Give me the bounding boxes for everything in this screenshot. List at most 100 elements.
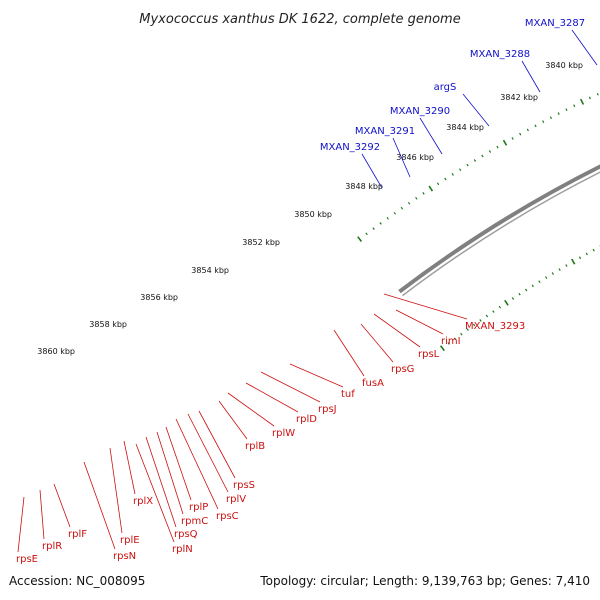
- leader-inner: [39, 489, 45, 540]
- outer-tick: [357, 236, 363, 242]
- outer-tick: [526, 128, 529, 132]
- leader-outer: [571, 29, 598, 66]
- inner-tick: [460, 332, 463, 336]
- leader-inner: [198, 410, 236, 479]
- outer-tick: [565, 108, 568, 111]
- gene-label-outer: MXAN_3292: [320, 142, 380, 153]
- leader-inner: [187, 413, 229, 493]
- gene-label-inner: rplP: [189, 502, 208, 513]
- kbp-label: 3860 kbp: [37, 347, 75, 356]
- inner-tick: [571, 258, 576, 265]
- kbp-label: 3856 kbp: [140, 293, 178, 302]
- leader-inner: [218, 400, 248, 440]
- gene-label-inner: rpmC: [181, 516, 208, 527]
- inner-tick: [511, 297, 515, 300]
- gene-label-outer: MXAN_3290: [390, 106, 450, 117]
- leader-inner: [260, 371, 321, 403]
- kbp-label: 3854 kbp: [191, 266, 229, 275]
- backbone-inner-line: [402, 171, 600, 297]
- leader-inner: [17, 496, 25, 553]
- inner-tick: [485, 314, 489, 318]
- leader-inner: [109, 447, 123, 534]
- inner-tick: [544, 276, 548, 279]
- kbp-label: 3842 kbp: [500, 93, 538, 102]
- gene-label-inner: rpsG: [391, 364, 414, 375]
- outer-tick: [400, 206, 404, 210]
- gene-label-inner: rplV: [226, 494, 246, 505]
- inner-tick: [498, 305, 502, 309]
- leader-outer: [462, 93, 490, 127]
- outer-tick: [588, 96, 591, 100]
- outer-tick: [407, 201, 411, 205]
- outer-tick: [496, 145, 499, 149]
- leader-inner: [123, 440, 136, 495]
- kbp-label: 3844 kbp: [446, 123, 484, 132]
- outer-tick: [579, 98, 585, 105]
- leader-inner: [289, 363, 344, 388]
- outer-tick: [573, 104, 576, 108]
- scale-labels: 3840 kbp 3842 kbp 3844 kbp 3846 kbp 3848 kbp…: [37, 61, 583, 356]
- inner-tick: [479, 319, 482, 322]
- leader-inner: [135, 443, 175, 543]
- inner-tick: [518, 292, 521, 296]
- outer-tick: [444, 177, 447, 181]
- leader-inner: [245, 382, 299, 413]
- outer-tick: [365, 232, 368, 236]
- outer-tick: [549, 116, 553, 119]
- gene-label-inner: rimI: [441, 336, 461, 347]
- leader-inner: [175, 418, 219, 510]
- gene-label-inner: rplD: [296, 414, 317, 425]
- outer-tick: [428, 185, 434, 192]
- inner-tick: [551, 272, 555, 275]
- leader-inner: [227, 392, 275, 427]
- gene-label-inner: rplX: [133, 496, 153, 507]
- inner-tick: [466, 328, 469, 331]
- leader-outer: [419, 117, 443, 155]
- gene-label-inner: rpsJ: [318, 404, 337, 415]
- leader-inner: [156, 431, 184, 515]
- scale-ticks: [357, 92, 600, 352]
- kbp-label: 3852 kbp: [242, 238, 280, 247]
- inner-tick: [447, 342, 450, 345]
- outer-tick: [542, 120, 545, 123]
- outer-tick: [511, 137, 514, 140]
- outer-tick: [415, 196, 418, 200]
- outer-tick: [458, 168, 462, 172]
- kbp-label: 3850 kbp: [294, 210, 332, 219]
- inner-tick: [504, 299, 509, 306]
- backbone-outer-line: [398, 164, 600, 294]
- gene-labels: MXAN_3287 MXAN_3288 argS MXAN_3290 MXAN_3291…: [16, 18, 585, 565]
- gene-label-inner: rplF: [68, 529, 87, 540]
- leader-outer: [392, 137, 411, 178]
- outer-tick: [596, 92, 599, 96]
- outer-tick: [466, 163, 469, 167]
- outer-tick: [386, 216, 389, 220]
- outer-tick: [519, 132, 522, 136]
- gene-label-outer: argS: [434, 82, 457, 93]
- gene-label-inner: rplW: [272, 428, 295, 439]
- outer-tick: [488, 150, 492, 153]
- outer-tick: [557, 112, 560, 115]
- inner-tick: [558, 268, 561, 271]
- inner-tick: [538, 280, 541, 284]
- inner-tick: [592, 248, 595, 252]
- gene-label-inner: rplB: [245, 441, 265, 452]
- page-title: Myxococcus xanthus DK 1622, complete gen…: [139, 12, 460, 27]
- outer-tick: [372, 227, 375, 230]
- gene-label-outer: MXAN_3288: [470, 49, 530, 60]
- gene-label-inner: rplN: [172, 544, 193, 555]
- leader-inner: [165, 426, 192, 501]
- leader-inner: [333, 329, 365, 377]
- accession-text: Accession: NC_008095: [9, 574, 145, 588]
- inner-tick: [439, 345, 445, 352]
- inner-tick: [565, 264, 568, 267]
- leader-outer: [521, 60, 541, 93]
- gene-label-inner: fusA: [362, 378, 384, 389]
- leader-inner: [373, 313, 421, 348]
- gene-label-outer: MXAN_3291: [355, 126, 415, 137]
- genome-backbone: [398, 164, 600, 297]
- outer-tick: [393, 211, 396, 215]
- outer-tick: [502, 139, 508, 146]
- leader-inner: [145, 436, 177, 528]
